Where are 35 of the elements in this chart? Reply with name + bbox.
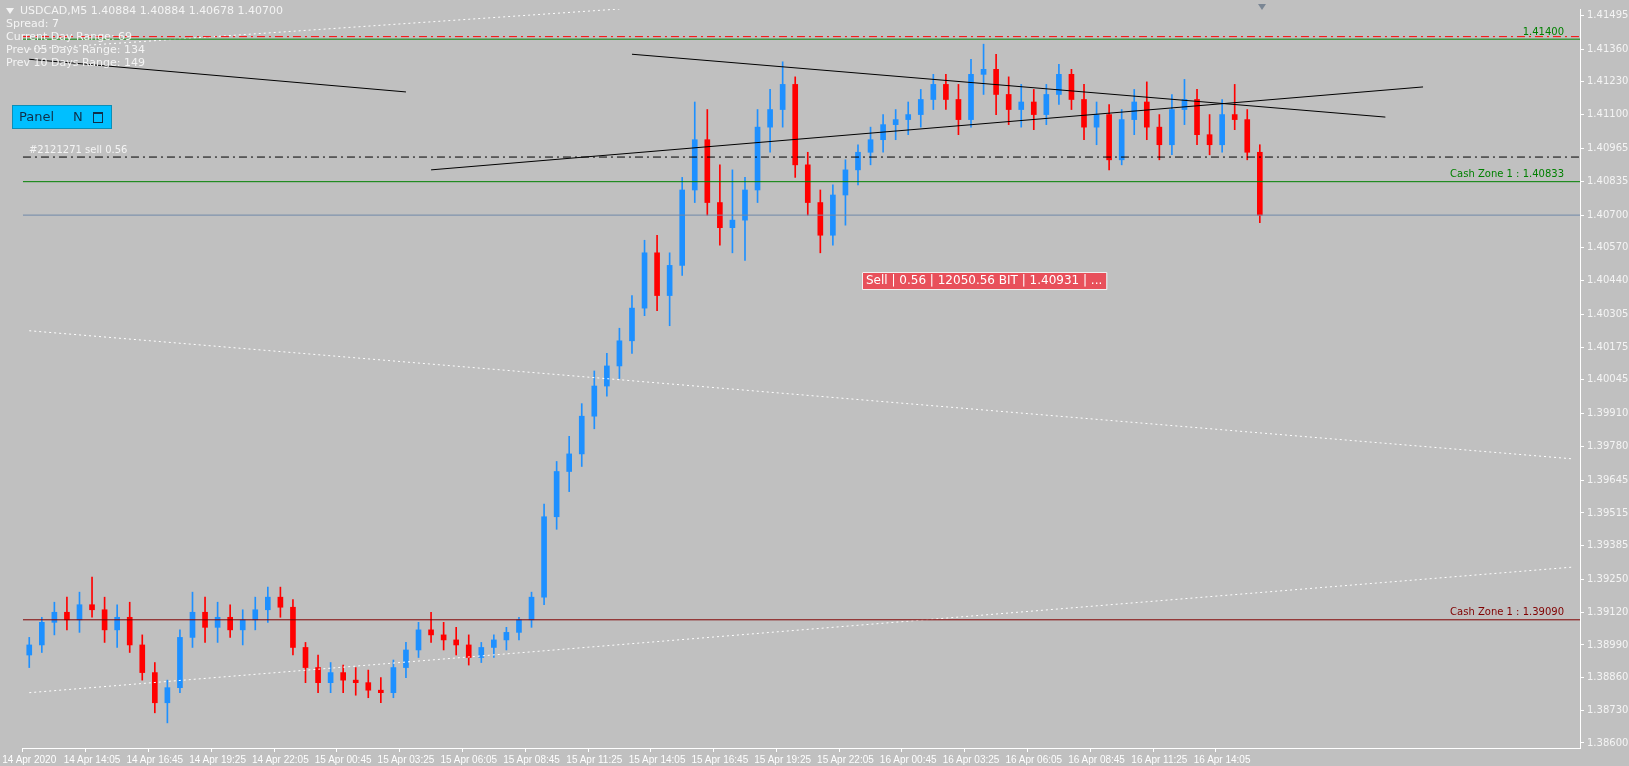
x-tick-label: 16 Apr 03:25: [942, 753, 1000, 765]
candlestick: [453, 627, 460, 656]
candlestick: [378, 677, 384, 704]
x-tick-label: 14 Apr 22:05: [252, 753, 310, 765]
x-tick-label: 15 Apr 03:25: [377, 753, 435, 765]
candlestick: [1231, 84, 1238, 130]
x-tick-label: 15 Apr 14:05: [628, 753, 686, 765]
x-tick-label: 16 Apr 06:05: [1005, 753, 1063, 765]
candlestick: [64, 596, 70, 631]
candlestick: [89, 576, 95, 618]
x-tick-label: 14 Apr 19:25: [189, 753, 247, 765]
x-tick-label: 16 Apr 00:45: [879, 753, 938, 765]
annotation: Sell | 0.56 | 12050.56 BIT | 1.40931 | ...: [866, 273, 1103, 288]
candlestick: [428, 611, 434, 643]
ref-line-label: Cash Zone 1 : 1.40833: [1450, 168, 1564, 180]
ref-line-label: Cash Zone 1 : 1.39090: [1450, 606, 1564, 618]
x-tick-label: 14 Apr 2020: [2, 753, 57, 765]
x-tick-label: 16 Apr 14:05: [1193, 753, 1251, 765]
x-tick-label: 15 Apr 11:25: [566, 753, 623, 765]
x-tick-label: 15 Apr 00:45: [314, 753, 372, 765]
ref-line-label: 1.41400: [1522, 25, 1564, 37]
x-tick-label: 14 Apr 14:05: [63, 753, 121, 765]
annotation: N: [73, 109, 83, 124]
x-tick-label: 16 Apr 11:25: [1131, 753, 1188, 765]
x-tick-label: 16 Apr 08:45: [1068, 753, 1126, 765]
x-tick-label: 15 Apr 16:45: [691, 753, 749, 765]
x-tick-label: 15 Apr 08:45: [503, 753, 561, 765]
candlestick: [905, 101, 912, 136]
x-tick-label: 15 Apr 06:05: [440, 753, 498, 765]
candlestick: [1018, 84, 1025, 128]
x-tick-label: 15 Apr 19:25: [754, 753, 812, 765]
annotation: Panel: [19, 109, 55, 124]
x-tick-label: 15 Apr 22:05: [817, 753, 875, 765]
candlestick: [352, 667, 359, 696]
x-tick-label: 14 Apr 16:45: [126, 753, 184, 765]
